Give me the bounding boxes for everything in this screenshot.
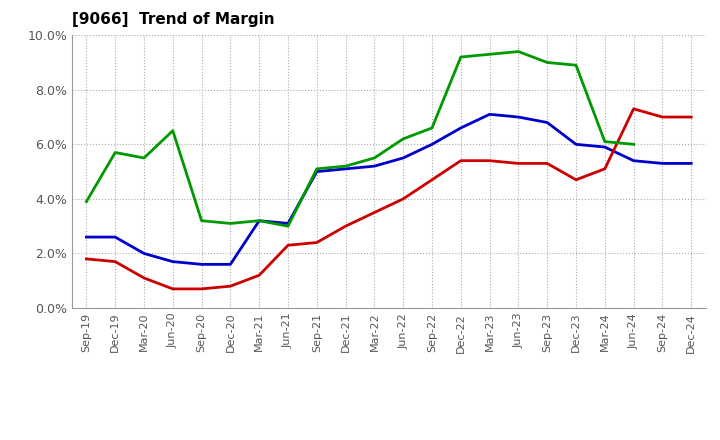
Ordinary Income (572, 142, 580, 147)
Ordinary Income (629, 158, 638, 163)
Ordinary Income (140, 251, 148, 256)
Text: [9066]  Trend of Margin: [9066] Trend of Margin (72, 12, 274, 27)
Operating Cashflow (543, 60, 552, 65)
Net Income (687, 114, 696, 120)
Ordinary Income (658, 161, 667, 166)
Operating Cashflow (197, 218, 206, 224)
Net Income (168, 286, 177, 292)
Net Income (658, 114, 667, 120)
Operating Cashflow (111, 150, 120, 155)
Ordinary Income (399, 155, 408, 161)
Operating Cashflow (629, 142, 638, 147)
Ordinary Income (284, 221, 292, 226)
Operating Cashflow (399, 136, 408, 142)
Ordinary Income (312, 169, 321, 174)
Net Income (284, 242, 292, 248)
Net Income (370, 210, 379, 215)
Operating Cashflow (140, 155, 148, 161)
Ordinary Income (82, 235, 91, 240)
Ordinary Income (485, 112, 494, 117)
Operating Cashflow (370, 155, 379, 161)
Net Income (600, 166, 609, 172)
Net Income (629, 106, 638, 111)
Operating Cashflow (485, 51, 494, 57)
Ordinary Income (370, 164, 379, 169)
Net Income (341, 224, 350, 229)
Operating Cashflow (428, 125, 436, 131)
Ordinary Income (197, 262, 206, 267)
Operating Cashflow (341, 164, 350, 169)
Net Income (140, 275, 148, 281)
Net Income (312, 240, 321, 245)
Ordinary Income (543, 120, 552, 125)
Net Income (111, 259, 120, 264)
Net Income (226, 283, 235, 289)
Operating Cashflow (572, 62, 580, 68)
Ordinary Income (226, 262, 235, 267)
Operating Cashflow (514, 49, 523, 54)
Net Income (543, 161, 552, 166)
Operating Cashflow (255, 218, 264, 224)
Ordinary Income (168, 259, 177, 264)
Ordinary Income (255, 218, 264, 224)
Net Income (456, 158, 465, 163)
Net Income (572, 177, 580, 183)
Net Income (197, 286, 206, 292)
Line: Ordinary Income: Ordinary Income (86, 114, 691, 264)
Line: Operating Cashflow: Operating Cashflow (86, 51, 634, 226)
Ordinary Income (600, 144, 609, 150)
Net Income (82, 256, 91, 261)
Ordinary Income (341, 166, 350, 172)
Net Income (399, 196, 408, 202)
Ordinary Income (687, 161, 696, 166)
Ordinary Income (111, 235, 120, 240)
Operating Cashflow (456, 55, 465, 60)
Net Income (255, 273, 264, 278)
Operating Cashflow (312, 166, 321, 172)
Operating Cashflow (168, 128, 177, 133)
Net Income (428, 177, 436, 183)
Operating Cashflow (82, 199, 91, 204)
Net Income (514, 161, 523, 166)
Line: Net Income: Net Income (86, 109, 691, 289)
Ordinary Income (456, 125, 465, 131)
Net Income (485, 158, 494, 163)
Ordinary Income (428, 142, 436, 147)
Ordinary Income (514, 114, 523, 120)
Operating Cashflow (600, 139, 609, 144)
Operating Cashflow (226, 221, 235, 226)
Operating Cashflow (284, 224, 292, 229)
